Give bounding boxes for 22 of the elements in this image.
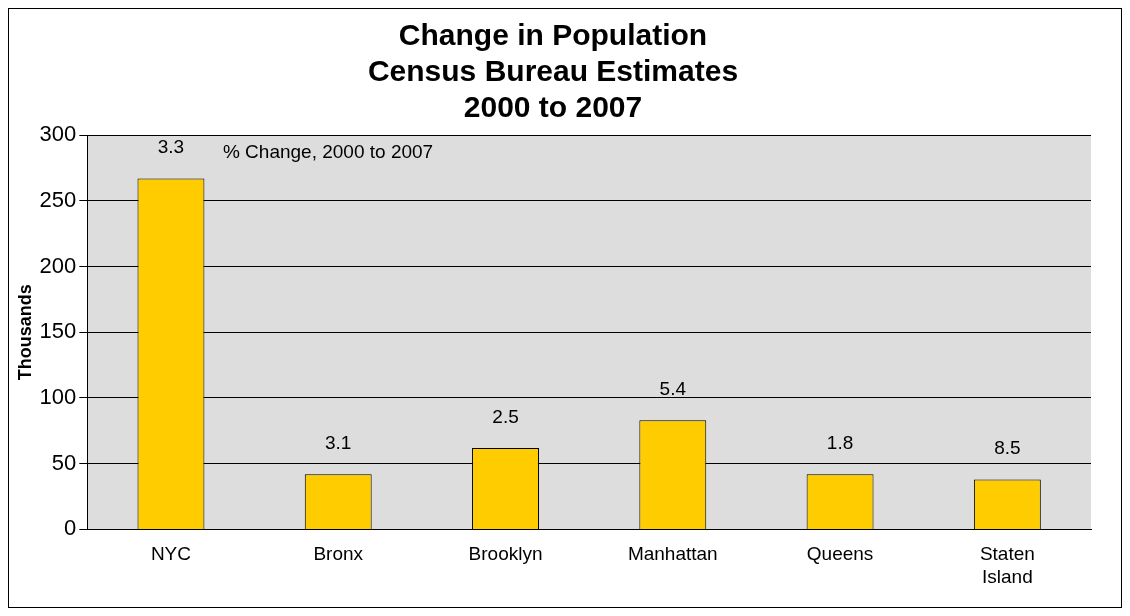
x-tick-label: Brooklyn: [468, 543, 543, 565]
y-tick-label: 200: [39, 252, 77, 278]
annotation: % Change, 2000 to 2007: [222, 140, 434, 162]
annotation: 3.3: [157, 136, 185, 158]
chart-title: Change in Population Census Bureau Estimates 2000 to 2007: [367, 18, 739, 124]
y-tick-label: 100: [39, 384, 77, 409]
annotation: 3.1: [325, 431, 352, 453]
annotation: 2.5: [492, 405, 519, 427]
x-tick-label: Staten Island: [979, 543, 1035, 587]
x-tick-label: Bronx: [313, 543, 364, 565]
annotation: 1.8: [826, 431, 854, 453]
annotation: 5.4: [659, 378, 687, 400]
x-tick-label: NYC: [150, 543, 192, 565]
y-axis-title: Thousands: [14, 284, 35, 381]
y-tick-label: 300: [39, 121, 77, 147]
x-tick-label: Manhattan: [627, 543, 718, 565]
y-tick-label: 150: [39, 318, 77, 344]
y-tick-label: 250: [39, 186, 77, 212]
y-tick-label: 50: [51, 449, 77, 475]
x-tick-label: Queens: [806, 543, 874, 565]
annotation: 8.5: [994, 437, 1021, 459]
y-tick-label: 0: [64, 515, 77, 541]
